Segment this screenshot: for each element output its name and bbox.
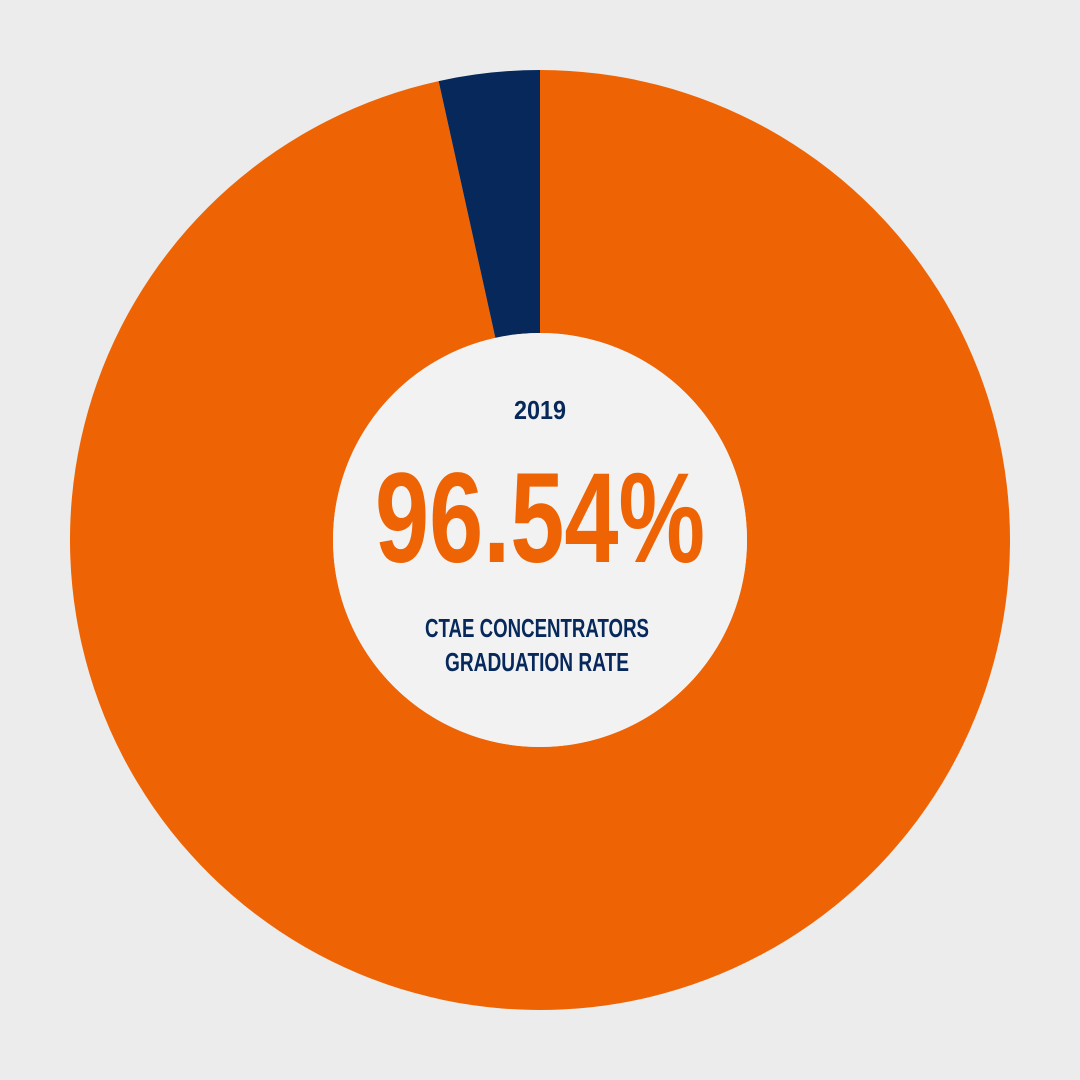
- center-value: 96.54%: [375, 447, 705, 590]
- caption-line: CTAE CONCENTRATORS: [425, 613, 649, 643]
- year-title: 2019: [514, 395, 566, 425]
- donut-slice: [69, 70, 1010, 1010]
- donut-hole: [333, 333, 747, 747]
- donut: [69, 70, 1010, 1010]
- donut-slice: [438, 70, 540, 338]
- caption-line: GRADUATION RATE: [445, 647, 629, 677]
